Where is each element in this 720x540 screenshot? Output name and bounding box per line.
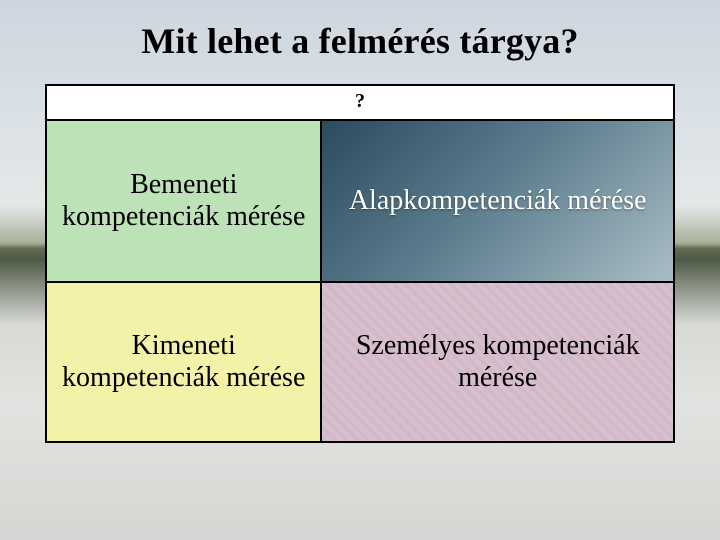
competency-grid: ? Bemeneti kompetenciák mérése Alapkompe… (45, 84, 675, 443)
cell-kimeneti: Kimeneti kompetenciák mérése (47, 281, 322, 441)
slide: Mit lehet a felmérés tárgya? ? Bemeneti … (0, 0, 720, 540)
grid-header: ? (47, 86, 673, 121)
cell-szemelyes: Személyes kompetenciák mérése (322, 281, 673, 441)
cell-bemeneti: Bemeneti kompetenciák mérése (47, 121, 322, 281)
slide-title: Mit lehet a felmérés tárgya? (45, 20, 675, 62)
grid-row-top: Bemeneti kompetenciák mérése Alapkompete… (47, 121, 673, 281)
grid-row-bottom: Kimeneti kompetenciák mérése Személyes k… (47, 281, 673, 441)
cell-alapkompetenciak: Alapkompetenciák mérése (322, 121, 673, 281)
